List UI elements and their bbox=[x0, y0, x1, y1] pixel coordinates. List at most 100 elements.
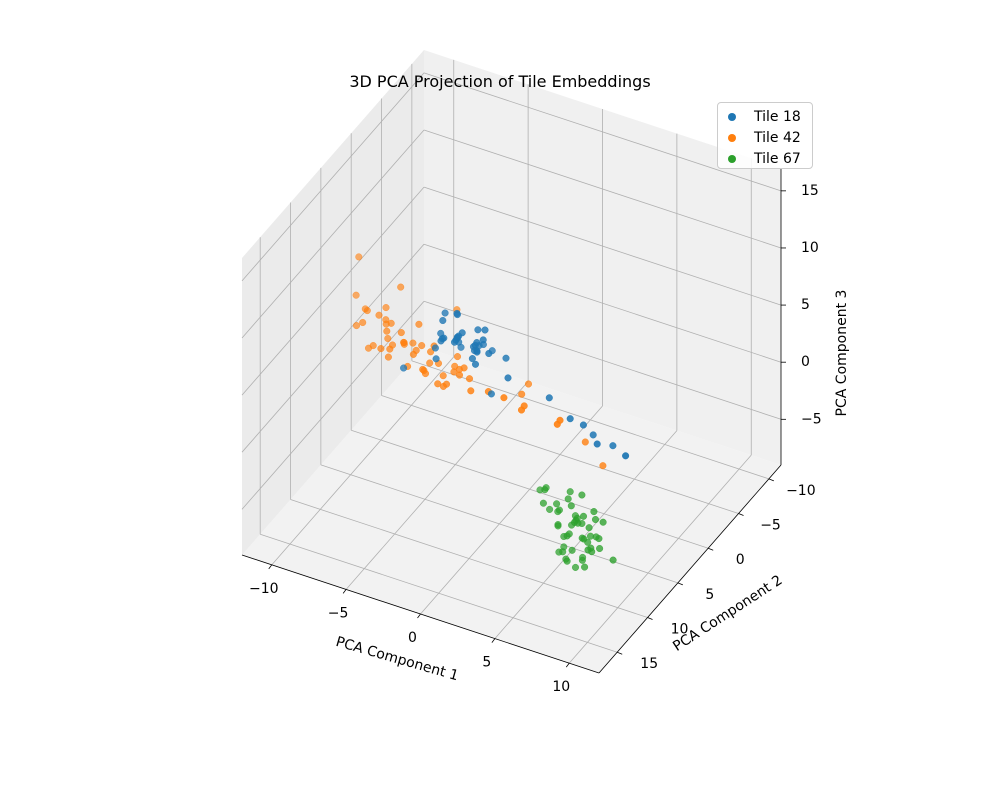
tile-42-point bbox=[455, 371, 464, 379]
tile-18-point bbox=[453, 309, 461, 317]
tile-42-point bbox=[419, 365, 427, 373]
tile-42-point bbox=[363, 307, 371, 315]
tile-42-point bbox=[467, 387, 475, 395]
tile-42-point bbox=[524, 380, 533, 388]
tile-42-point bbox=[397, 329, 405, 337]
tile-67-point bbox=[553, 500, 561, 508]
y-tick bbox=[647, 617, 653, 620]
y-tick bbox=[617, 651, 623, 655]
tile-18-point bbox=[609, 442, 617, 450]
tile-18-point bbox=[589, 431, 597, 439]
tile-18-point bbox=[593, 440, 601, 448]
tile-67-point bbox=[596, 544, 604, 553]
gridline-back-z bbox=[423, 72, 782, 192]
tile-18-point bbox=[468, 355, 476, 363]
z-tick-label: 15 bbox=[801, 183, 819, 199]
tile-67-point bbox=[555, 548, 563, 556]
y-tick bbox=[708, 547, 714, 551]
tile-18-point bbox=[432, 355, 440, 363]
tile-42-point bbox=[453, 353, 462, 361]
tile-42-point bbox=[359, 318, 367, 327]
tile-42-point bbox=[409, 350, 417, 358]
tile-42-point bbox=[369, 342, 377, 350]
x-tick bbox=[342, 589, 347, 594]
tile-67-point bbox=[554, 522, 562, 530]
tile-18-point bbox=[473, 339, 481, 347]
tile-67-point bbox=[578, 534, 586, 542]
y-tick bbox=[677, 582, 684, 586]
tile-42-point bbox=[418, 342, 426, 350]
gridline-floor-y bbox=[351, 429, 709, 549]
tile-18-point bbox=[481, 326, 489, 334]
x-tick bbox=[491, 638, 496, 643]
tile-18-point bbox=[474, 326, 482, 334]
tile-18-point bbox=[502, 354, 510, 362]
tile-18-point bbox=[545, 394, 553, 402]
x-tick bbox=[417, 613, 421, 619]
tile-18-point bbox=[473, 348, 481, 356]
tile-42-point bbox=[352, 291, 360, 299]
x-tick bbox=[565, 662, 570, 668]
tile-67-point bbox=[568, 546, 576, 554]
y-tick-label: 0 bbox=[736, 552, 745, 568]
tile-67-point bbox=[555, 506, 563, 514]
legend-item-tile-42: Tile 42 bbox=[728, 130, 801, 146]
gridline-floor-x bbox=[420, 405, 603, 615]
y-tick-label: 5 bbox=[705, 587, 714, 603]
tile-18-point bbox=[471, 360, 480, 368]
gridline-floor-y bbox=[260, 533, 618, 653]
tile-42-point bbox=[450, 368, 458, 376]
x-tick bbox=[268, 564, 273, 570]
gridline-floor-y bbox=[290, 499, 648, 618]
tile-42-point bbox=[426, 359, 434, 367]
gridline-floor-x bbox=[568, 454, 752, 664]
gridline-back-z bbox=[423, 300, 782, 420]
chart-title: 3D PCA Projection of Tile Embeddings bbox=[349, 72, 651, 91]
tile-18-point bbox=[487, 390, 495, 398]
x-axis-label: PCA Component 1 bbox=[334, 634, 460, 684]
tile-42-point bbox=[382, 304, 390, 312]
tile-67-point bbox=[584, 538, 592, 546]
tile-42-point bbox=[387, 319, 395, 327]
tile-42-point bbox=[500, 394, 508, 402]
tile-67-point bbox=[571, 563, 580, 571]
y-tick bbox=[738, 513, 744, 516]
y-tick-label: 15 bbox=[640, 656, 658, 672]
tile-67-point bbox=[584, 546, 592, 554]
tile-67-point bbox=[578, 491, 586, 499]
gridline-floor-y bbox=[381, 395, 739, 514]
chart-legend: Tile 18 Tile 42 Tile 67 bbox=[717, 102, 813, 169]
z-tick-label: 10 bbox=[801, 240, 819, 256]
gridline-left-z bbox=[241, 129, 425, 339]
tile-42-point bbox=[355, 253, 363, 261]
x-tick-label: 0 bbox=[408, 630, 417, 646]
tile-42-point bbox=[553, 420, 561, 428]
y-tick bbox=[768, 478, 775, 482]
gridline-floor-x bbox=[494, 430, 678, 639]
chart-points bbox=[352, 253, 630, 571]
tile-42-point bbox=[415, 320, 423, 328]
tile-42-point bbox=[439, 372, 447, 380]
tile-42-point bbox=[377, 345, 385, 353]
tile-42-point bbox=[386, 345, 394, 353]
tile-42-point bbox=[442, 380, 451, 388]
y-tick-label: −10 bbox=[786, 483, 816, 499]
gridline-left-z bbox=[241, 186, 425, 396]
tile-42-point bbox=[384, 334, 392, 343]
tile-18-point bbox=[438, 335, 446, 343]
gridline-back-z bbox=[423, 243, 782, 363]
tile-67-point bbox=[563, 557, 571, 565]
left-pane bbox=[242, 50, 424, 555]
legend-item-tile-67: Tile 67 bbox=[728, 151, 801, 167]
tile-18-point bbox=[504, 374, 512, 382]
tile-18-point bbox=[485, 349, 493, 358]
tile-18-point bbox=[458, 329, 466, 337]
tile-67-point bbox=[590, 508, 598, 516]
y-axis-label: PCA Component 2 bbox=[670, 572, 785, 655]
tile-18-point bbox=[431, 344, 439, 352]
tile-67-point bbox=[599, 518, 607, 526]
tile-67-point bbox=[546, 505, 554, 513]
gridline-floor-x bbox=[345, 381, 529, 590]
